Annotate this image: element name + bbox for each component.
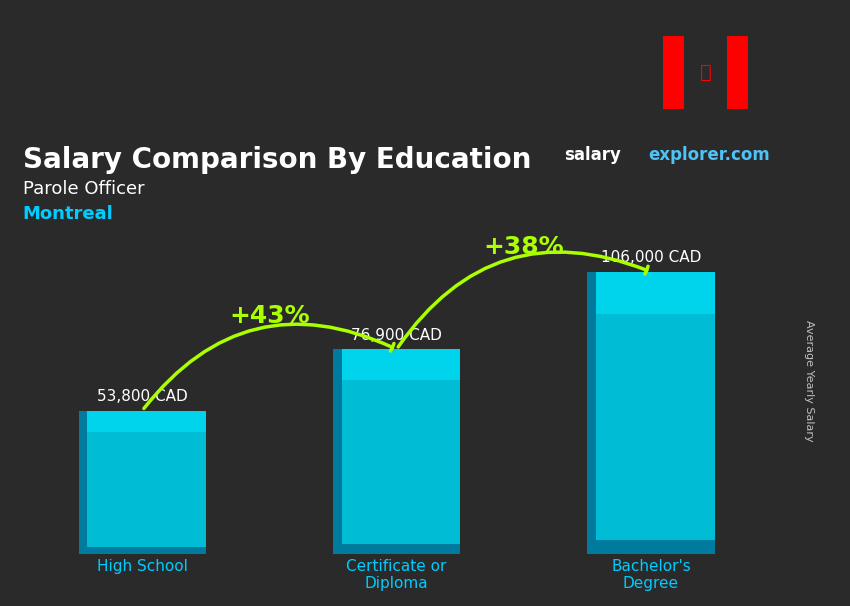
Bar: [587, 272, 715, 554]
Text: Parole Officer: Parole Officer: [23, 181, 144, 198]
Bar: [587, 540, 715, 554]
Bar: [78, 547, 206, 554]
Bar: [727, 36, 748, 109]
Bar: [587, 272, 715, 314]
Bar: [663, 36, 684, 109]
Text: salary: salary: [564, 146, 621, 164]
Bar: [333, 544, 460, 554]
Text: 🍁: 🍁: [700, 63, 711, 82]
Text: +43%: +43%: [229, 304, 309, 328]
Text: +38%: +38%: [484, 235, 564, 259]
Bar: [333, 349, 460, 380]
Bar: [333, 349, 342, 554]
Bar: [78, 411, 206, 432]
Text: Montreal: Montreal: [23, 205, 113, 222]
Bar: [587, 272, 596, 554]
Text: 53,800 CAD: 53,800 CAD: [97, 389, 188, 404]
Text: explorer.com: explorer.com: [649, 146, 770, 164]
Text: 76,900 CAD: 76,900 CAD: [351, 328, 442, 342]
Text: 106,000 CAD: 106,000 CAD: [601, 250, 701, 265]
Bar: [78, 411, 88, 554]
Text: Salary Comparison By Education: Salary Comparison By Education: [23, 146, 531, 174]
Text: Average Yearly Salary: Average Yearly Salary: [804, 320, 813, 442]
Bar: [333, 349, 460, 554]
Bar: [78, 411, 206, 554]
